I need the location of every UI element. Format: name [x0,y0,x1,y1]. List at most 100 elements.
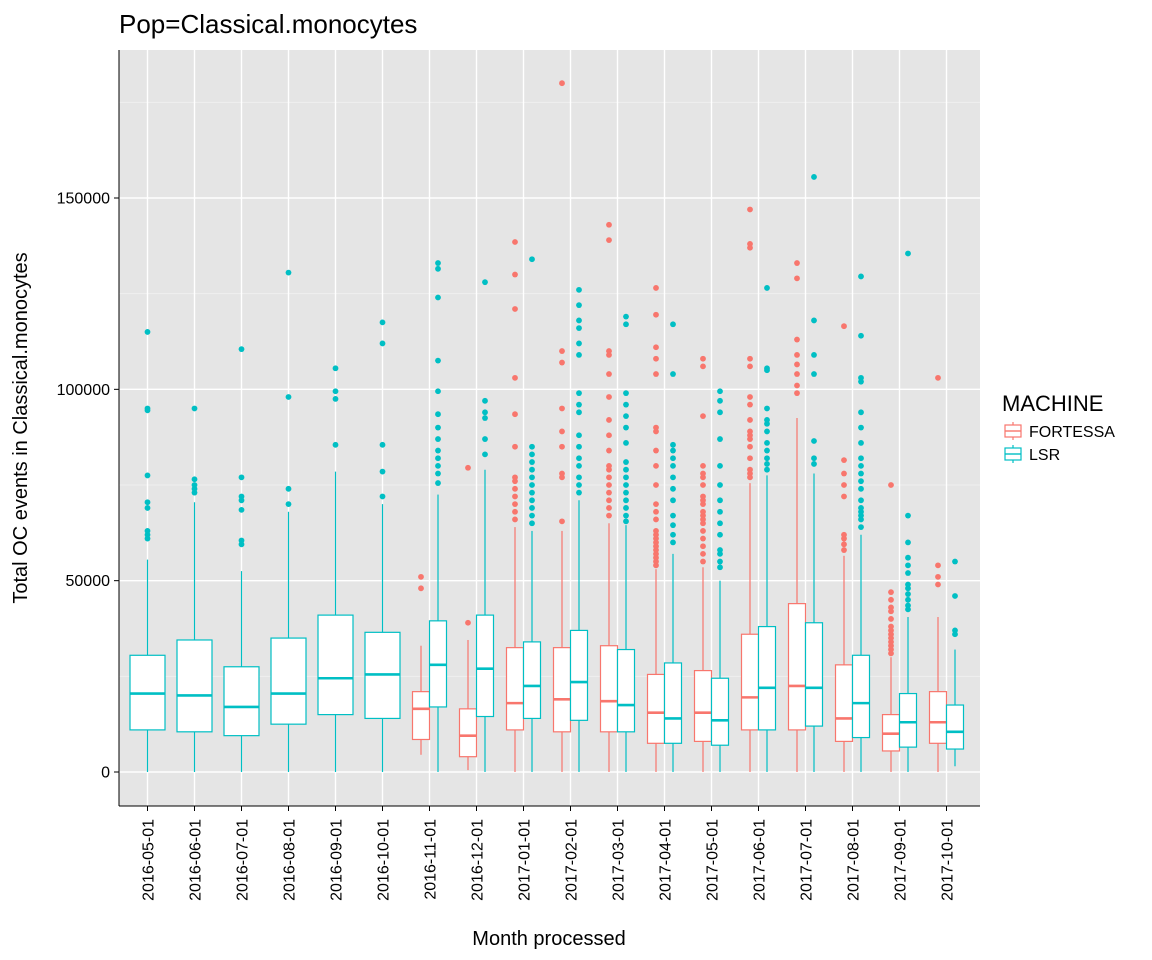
outlier-point [623,482,629,488]
outlier-point [670,321,676,328]
outlier-point [576,340,582,347]
box-lsr-2017-04-01 [663,321,683,772]
box-iqr [522,641,542,720]
outlier-point [717,462,723,469]
outlier-point [747,355,753,362]
outlier-point [623,459,629,465]
outlier-point [623,313,629,320]
outlier-point [858,524,864,530]
outlier-point [623,413,629,420]
outlier-point [888,482,894,488]
outlier-point [435,357,441,364]
outlier-point [332,441,339,448]
outlier-point [435,294,441,301]
outlier-point [435,260,441,266]
outlier-point [747,428,753,435]
outlier-point [576,351,582,358]
box-iqr [616,648,636,733]
outlier-point [670,485,676,492]
box-lsr-2017-06-01 [757,285,777,772]
y-axis-title: Total OC events in Classical.monocytes [10,252,32,603]
outlier-point [144,405,151,412]
outlier-point [559,518,565,525]
outlier-point [559,80,565,87]
box-fortessa-2017-03-01 [599,221,619,772]
outlier-point [576,390,582,397]
outlier-point [144,505,151,511]
outlier-point [747,443,753,450]
outlier-point [858,409,864,416]
x-tick-label: 2017-07-01 [799,819,816,901]
outlier-point [606,394,612,400]
outlier-point [623,440,629,446]
box-lsr-2017-09-01 [898,250,918,772]
outlier-point [811,317,817,324]
box-fortessa-2017-08-01 [834,323,854,772]
x-tick-label: 2017-06-01 [752,819,769,901]
box-iqr [475,614,495,718]
outlier-point [794,351,800,358]
outlier-point [700,462,706,469]
outlier-point [332,396,339,402]
outlier-point [512,508,518,515]
outlier-point [888,604,894,611]
x-tick-label: 2017-04-01 [658,819,675,901]
outlier-point [529,482,535,488]
box-iqr [552,647,572,733]
legend: MACHINE FORTESSA LSR [1002,391,1115,464]
outlier-point [717,388,723,395]
outlier-point [435,462,441,469]
box-iqr [176,639,213,733]
outlier-point [717,397,723,404]
outlier-point [482,415,488,421]
x-tick-label: 2017-02-01 [564,819,581,901]
outlier-point [285,394,292,400]
outlier-point [576,482,582,488]
outlier-point [670,522,676,529]
outlier-point [717,436,723,442]
outlier-point [191,476,198,483]
box-fortessa-2017-10-01 [928,374,948,772]
box-lsr-2016-05-01 [129,329,166,772]
outlier-point [717,520,723,527]
outlier-point [653,462,659,469]
outlier-point [653,285,659,291]
outlier-point [764,466,770,473]
outlier-point [841,547,847,553]
x-axis-ticks: 2016-05-01 2016-06-01 2016-07-01 2016-08-01… [141,806,957,901]
outlier-point [653,528,659,534]
outlier-point [623,518,629,525]
outlier-point [858,478,864,485]
outlier-point [576,489,582,496]
outlier-point [332,365,339,372]
outlier-point [935,562,941,569]
outlier-point [670,497,676,504]
outlier-point [529,489,535,496]
outlier-point [379,441,386,448]
outlier-point [858,505,864,511]
outlier-point [191,405,198,412]
outlier-point [576,317,582,324]
outlier-point [653,482,659,488]
outlier-point [905,602,911,609]
outlier-point [841,493,847,500]
outlier-point [905,570,911,576]
outlier-point [576,401,582,408]
y-tick-label: 150000 [57,191,110,208]
outlier-point [623,505,629,511]
outlier-point [747,394,753,400]
box-lsr-2016-08-01 [270,269,307,772]
outlier-point [285,485,292,492]
outlier-point [653,516,659,523]
box-lsr-2017-05-01 [710,388,730,772]
outlier-point [841,470,847,477]
outlier-point [717,558,723,565]
outlier-point [435,447,441,454]
outlier-point [576,302,582,309]
outlier-point [747,417,753,423]
outlier-point [858,455,864,462]
outlier-point [144,329,151,335]
x-tick-label: 2017-05-01 [705,819,722,901]
outlier-point [606,474,612,481]
